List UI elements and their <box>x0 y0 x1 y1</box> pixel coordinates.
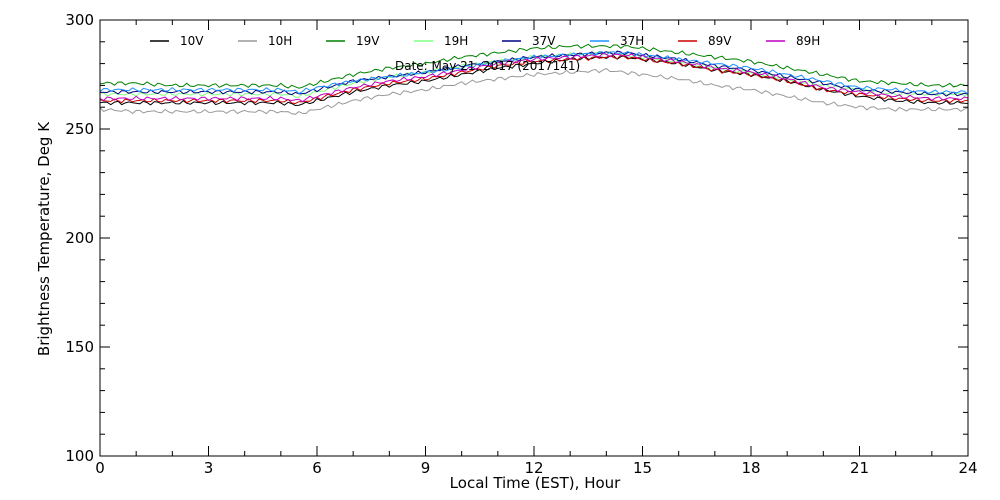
legend-label-37h: 37H <box>620 34 644 48</box>
tick-labels: 0 3 6 9 12 15 18 21 24 100 150 200 250 300 <box>65 11 977 477</box>
y-tick-label: 100 <box>65 447 94 465</box>
x-tick-label: 15 <box>633 459 652 477</box>
series-line-10h <box>99 67 969 115</box>
y-tick-label: 300 <box>65 11 94 29</box>
x-tick-label: 0 <box>95 459 105 477</box>
y-tick-label: 250 <box>65 120 94 138</box>
plot-lines <box>99 43 969 115</box>
x-tick-label: 6 <box>312 459 322 477</box>
x-axis-title: Local Time (EST), Hour <box>450 474 621 492</box>
legend-label-89h: 89H <box>796 34 820 48</box>
x-tick-label: 18 <box>741 459 760 477</box>
legend-label-37v: 37V <box>532 34 556 48</box>
legend-label-10v: 10V <box>180 34 204 48</box>
y-tick-label: 200 <box>65 229 94 247</box>
series-line-37h <box>99 51 969 95</box>
series-line-89h <box>99 52 969 103</box>
legend-label-89v: 89V <box>708 34 732 48</box>
date-annotation: Date: May 21, 2017 (2017141) <box>395 59 580 73</box>
y-axis-title: Brightness Temperature, Deg K <box>35 121 53 356</box>
y-tick-label: 150 <box>65 338 94 356</box>
x-tick-label: 24 <box>958 459 977 477</box>
legend-label-10h: 10H <box>268 34 292 48</box>
legend: 10V 10H 19V 19H 37V 37H 89V 89H <box>150 34 820 48</box>
x-tick-label: 3 <box>204 459 214 477</box>
axis-ticks <box>99 19 969 457</box>
legend-label-19h: 19H <box>444 34 468 48</box>
series-line-19v <box>99 43 969 89</box>
x-tick-label: 12 <box>524 459 543 477</box>
x-tick-label: 9 <box>421 459 431 477</box>
legend-label-19v: 19V <box>356 34 380 48</box>
x-tick-label: 21 <box>850 459 869 477</box>
series-line-37v <box>99 50 969 97</box>
